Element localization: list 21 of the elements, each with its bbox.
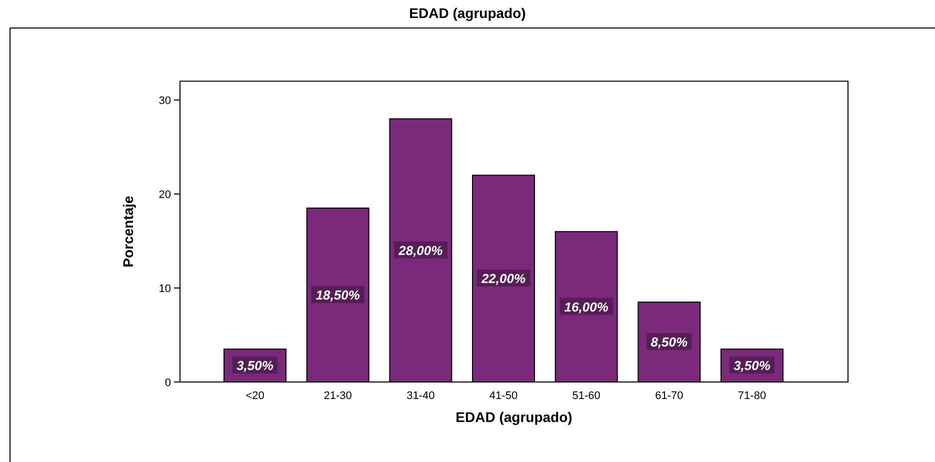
data-label: 8,50% (650, 334, 688, 350)
data-label: 18,50% (316, 288, 360, 303)
y-axis-title: Porcentaje (120, 196, 136, 268)
data-label: 3,50% (236, 358, 274, 374)
x-tick-label: 71-80 (738, 390, 766, 402)
x-tick-label: 61-70 (655, 390, 684, 402)
data-label: 28,00% (398, 242, 444, 258)
data-label: 16,00% (564, 299, 609, 314)
y-tick-label: 30 (158, 94, 171, 107)
y-tick-label: 20 (158, 188, 171, 201)
y-tick-label: 0 (164, 376, 171, 389)
x-tick-label: 21-30 (324, 390, 352, 402)
x-tick-label: 51-60 (572, 390, 600, 402)
y-tick-label: 10 (158, 282, 171, 295)
data-label: 3,50% (734, 358, 771, 374)
x-tick-label: <20 (246, 390, 264, 402)
x-tick-label: 41-50 (489, 390, 518, 402)
x-axis-title: EDAD (agrupado) (456, 409, 572, 425)
x-tick-label: 31-40 (406, 390, 435, 402)
chart-title: EDAD (agrupado) (409, 5, 526, 21)
data-label: 22,00% (480, 271, 526, 286)
